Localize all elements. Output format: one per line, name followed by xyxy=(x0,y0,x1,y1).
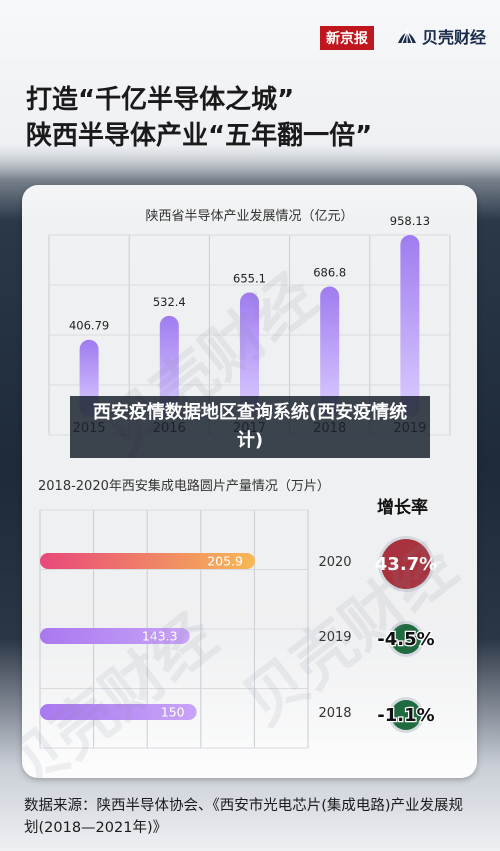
growth-badge xyxy=(381,539,431,589)
shell-icon xyxy=(398,29,416,44)
bar xyxy=(159,315,179,417)
hbar-value-label: 150 xyxy=(161,705,185,720)
growth-rate-badges: 43.7% -4.5% -1.1% xyxy=(375,536,437,733)
bar-chart-title: 陕西省半导体产业发展情况（亿元） xyxy=(145,209,354,224)
bar-value-label: 958.13 xyxy=(390,214,430,228)
beike-caijing-logo: 贝壳财经 xyxy=(396,24,486,48)
hbar xyxy=(40,628,190,644)
title-line-2: 陕西半导体产业“五年翻一倍” xyxy=(26,121,373,151)
bar-value-label: 532.4 xyxy=(153,295,186,309)
bar-value-label: 406.79 xyxy=(69,319,109,333)
growth-badge xyxy=(391,624,421,654)
y-tick-label: 2018 xyxy=(318,706,351,721)
bar-value-label: 655.1 xyxy=(233,272,266,286)
caption-overlay: 西安疫情数据地区查询系统(西安疫情统计) xyxy=(70,396,430,458)
header: 新京报 贝壳财经 打造“千亿半导体之城” 陕西半导体产业“五年翻一倍” xyxy=(0,0,500,180)
y-tick-label: 2020 xyxy=(318,555,351,570)
bar xyxy=(240,292,259,417)
growth-rate-label: -1.1% xyxy=(377,705,434,726)
page-title: 打造“千亿半导体之城” 陕西半导体产业“五年翻一倍” xyxy=(26,82,372,154)
growth-badge xyxy=(391,700,421,730)
bar xyxy=(320,286,340,417)
data-source: 数据来源：陕西半导体协会、《西安市光电芯片(集成电路)产业发展规划(2018—2… xyxy=(24,798,464,836)
growth-rate-label: -4.5% xyxy=(377,629,434,650)
hbar xyxy=(40,553,255,569)
title-line-1: 打造“千亿半导体之城” xyxy=(26,85,295,115)
hbar-value-label: 205.9 xyxy=(207,554,243,569)
beike-logo-text: 贝壳财经 xyxy=(422,28,487,47)
hbar-chart-title: 2018-2020年西安集成电路圆片产量情况（万片） xyxy=(38,479,330,494)
hbar-chart-bars: 205.9 2020 143.3 2019 150 2018 xyxy=(40,553,352,721)
y-tick-label: 2019 xyxy=(318,630,351,645)
chart-panel: 406.792015532.42016655.12017686.82018958… xyxy=(22,185,477,778)
growth-rate-header: 增长率 xyxy=(377,498,428,518)
hbar xyxy=(40,704,197,720)
bar xyxy=(400,235,420,417)
hbar-value-label: 143.3 xyxy=(142,629,178,644)
bar-value-label: 686.8 xyxy=(313,266,346,280)
xinjingbao-logo: 新京报 xyxy=(320,26,374,50)
growth-rate-label: 43.7% xyxy=(375,554,437,575)
